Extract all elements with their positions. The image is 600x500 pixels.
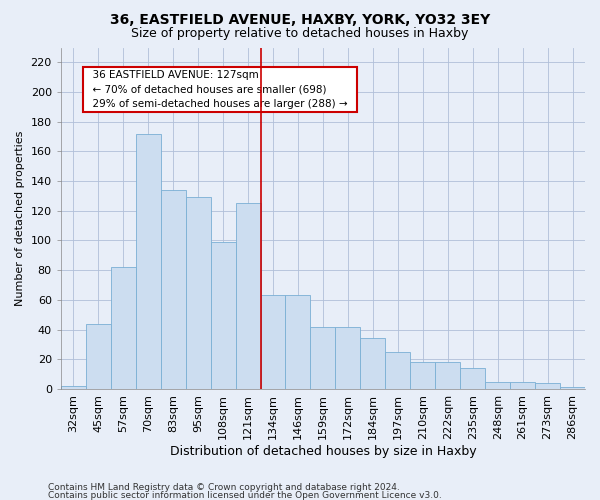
Bar bbox=[310, 326, 335, 389]
Bar bbox=[161, 190, 185, 389]
Bar bbox=[510, 382, 535, 389]
Bar bbox=[236, 204, 260, 389]
Bar bbox=[111, 267, 136, 389]
Bar bbox=[485, 382, 510, 389]
Bar bbox=[211, 242, 236, 389]
Bar bbox=[410, 362, 435, 389]
Bar bbox=[136, 134, 161, 389]
Bar bbox=[460, 368, 485, 389]
Text: 36, EASTFIELD AVENUE, HAXBY, YORK, YO32 3EY: 36, EASTFIELD AVENUE, HAXBY, YORK, YO32 … bbox=[110, 12, 490, 26]
Bar bbox=[61, 386, 86, 389]
Text: Contains HM Land Registry data © Crown copyright and database right 2024.: Contains HM Land Registry data © Crown c… bbox=[48, 484, 400, 492]
Bar bbox=[435, 362, 460, 389]
Bar bbox=[260, 296, 286, 389]
Bar bbox=[335, 326, 361, 389]
Text: 36 EASTFIELD AVENUE: 127sqm  
  ← 70% of detached houses are smaller (698)  
  2: 36 EASTFIELD AVENUE: 127sqm ← 70% of det… bbox=[86, 70, 354, 110]
Bar bbox=[560, 388, 585, 389]
Bar bbox=[361, 338, 385, 389]
Bar bbox=[86, 324, 111, 389]
Text: Contains public sector information licensed under the Open Government Licence v3: Contains public sector information licen… bbox=[48, 490, 442, 500]
X-axis label: Distribution of detached houses by size in Haxby: Distribution of detached houses by size … bbox=[170, 444, 476, 458]
Bar bbox=[535, 383, 560, 389]
Bar bbox=[286, 296, 310, 389]
Text: Size of property relative to detached houses in Haxby: Size of property relative to detached ho… bbox=[131, 28, 469, 40]
Y-axis label: Number of detached properties: Number of detached properties bbox=[15, 130, 25, 306]
Bar bbox=[385, 352, 410, 389]
Bar bbox=[185, 198, 211, 389]
